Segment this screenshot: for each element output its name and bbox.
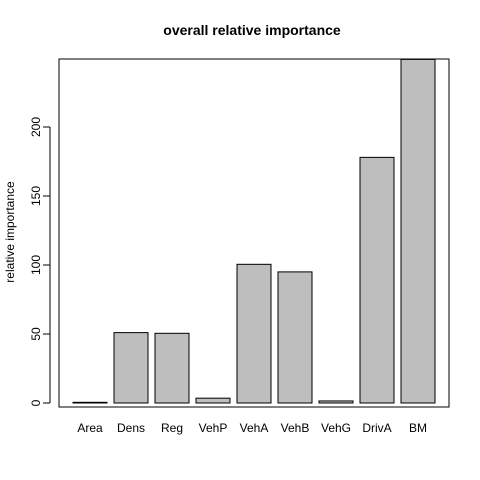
bar-dens bbox=[113, 332, 149, 404]
x-tick-label-area: Area bbox=[77, 421, 103, 435]
bar-veha bbox=[236, 263, 272, 404]
x-tick-label-reg: Reg bbox=[161, 421, 183, 435]
y-tick-label: 200 bbox=[29, 117, 43, 137]
y-tick-label: 50 bbox=[29, 327, 43, 341]
x-tick-label-veha: VehA bbox=[240, 421, 269, 435]
y-axis-label: relative importance bbox=[3, 181, 17, 283]
bar-area bbox=[72, 401, 108, 404]
y-tick-label: 100 bbox=[29, 255, 43, 275]
x-tick-label-driva: DrivA bbox=[362, 421, 391, 435]
x-tick-label-vehg: VehG bbox=[321, 421, 351, 435]
bar-driva bbox=[359, 156, 395, 404]
x-tick-label-vehb: VehB bbox=[281, 421, 310, 435]
bar-vehp bbox=[195, 397, 231, 404]
bar-vehg bbox=[318, 400, 354, 404]
x-tick-label-bm: BM bbox=[409, 421, 427, 435]
bars-group bbox=[72, 58, 436, 404]
bar-vehb bbox=[277, 271, 313, 404]
x-tick-labels: Area Dens Reg VehP VehA VehB VehG DrivA BM bbox=[77, 421, 427, 435]
bar-reg bbox=[154, 332, 190, 404]
x-tick-label-dens: Dens bbox=[117, 421, 145, 435]
chart-title: overall relative importance bbox=[163, 22, 341, 38]
x-tick-label-vehp: VehP bbox=[199, 421, 228, 435]
plot-area-frame bbox=[58, 58, 450, 408]
y-tick-label: 0 bbox=[29, 399, 43, 406]
y-axis: 0 50 100 150 200 bbox=[29, 117, 51, 406]
y-tick-label: 150 bbox=[29, 186, 43, 206]
bar-bm bbox=[400, 58, 436, 404]
